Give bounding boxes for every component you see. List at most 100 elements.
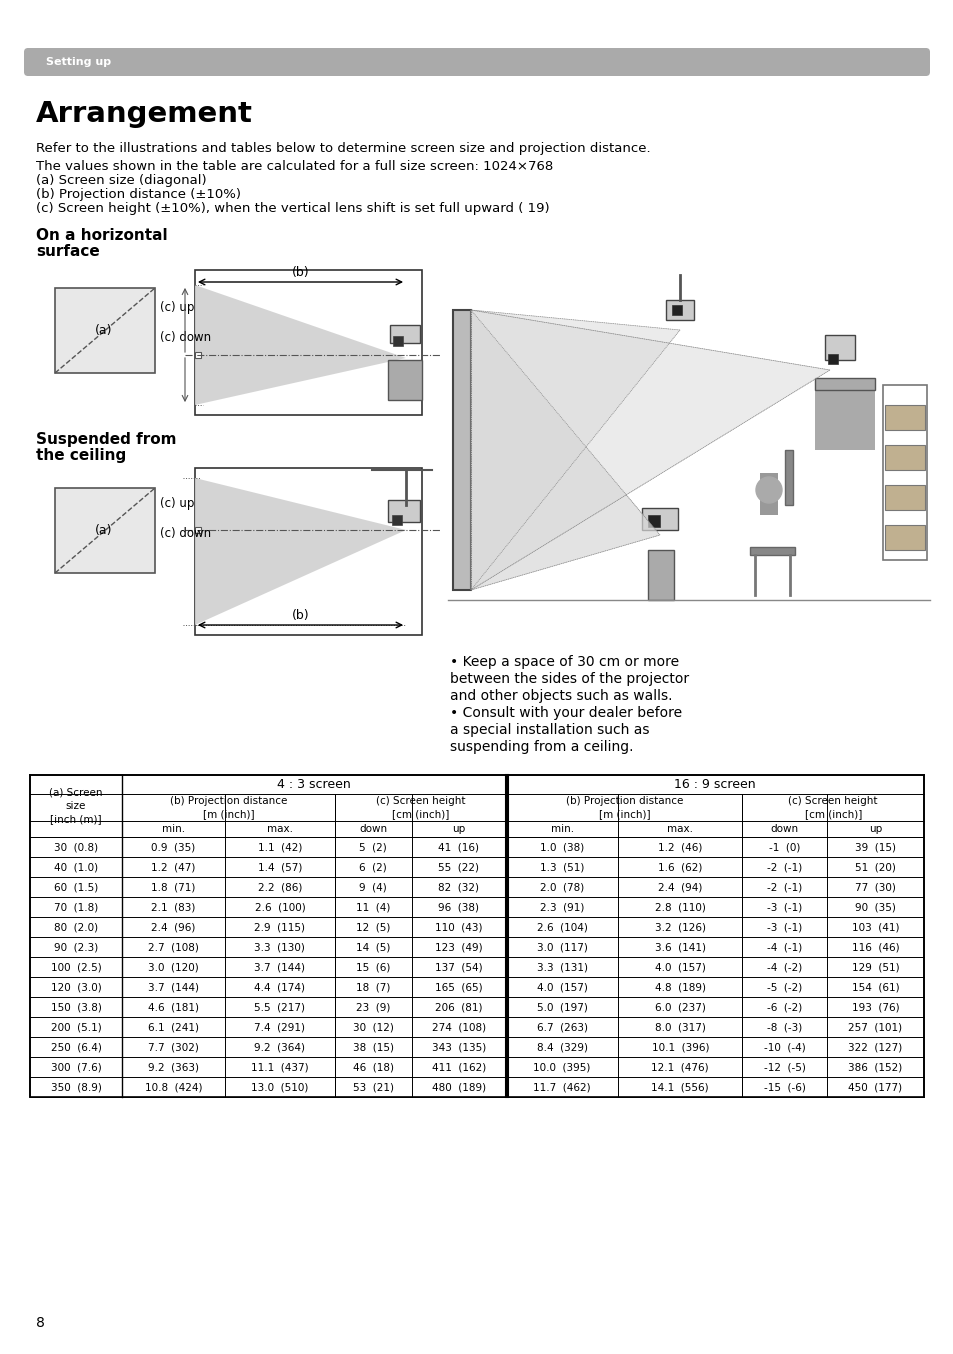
Text: 1.8  (71): 1.8 (71) [152,881,195,892]
Bar [194,468,421,635]
Text: surface: surface [36,244,100,259]
Text: down: down [770,825,798,834]
Text: 53  (21): 53 (21) [353,1082,394,1091]
Text: between the sides of the projector: between the sides of the projector [450,672,688,686]
Text: 3.3  (130): 3.3 (130) [254,942,305,952]
Text: 3.3  (131): 3.3 (131) [537,961,587,972]
Text: 6  (2): 6 (2) [359,862,387,872]
Text: 1.3  (51): 1.3 (51) [539,862,584,872]
Text: 15  (6): 15 (6) [355,961,390,972]
Text: 322  (127): 322 (127) [847,1043,902,1052]
Text: -3  (-1): -3 (-1) [766,902,801,913]
Bar [749,547,794,555]
Text: 7.7  (302): 7.7 (302) [148,1043,199,1052]
Text: up: up [868,825,882,834]
Text: 2.3  (91): 2.3 (91) [539,902,584,913]
Polygon shape [194,478,406,626]
Text: 1.1  (42): 1.1 (42) [257,842,302,852]
Text: 3.2  (126): 3.2 (126) [654,922,705,932]
Text: 51  (20): 51 (20) [854,862,895,872]
Text: The values shown in the table are calculated for a full size screen: 1024×768: The values shown in the table are calcul… [36,160,553,173]
Text: 4.4  (174): 4.4 (174) [254,982,305,992]
Text: 2.6  (100): 2.6 (100) [254,902,305,913]
Text: 350  (8.9): 350 (8.9) [51,1082,101,1091]
Bar [55,288,154,372]
Text: 116  (46): 116 (46) [851,942,899,952]
Bar [388,360,421,399]
Bar [30,774,923,1097]
Text: 12.1  (476): 12.1 (476) [651,1062,708,1072]
Text: 3.6  (141): 3.6 (141) [654,942,705,952]
Text: (b): (b) [292,609,309,621]
Text: • Consult with your dealer before: • Consult with your dealer before [450,705,681,720]
Text: 39  (15): 39 (15) [854,842,895,852]
Bar [453,310,471,590]
Text: 82  (32): 82 (32) [438,881,479,892]
Text: 8: 8 [36,1316,45,1330]
Text: 6.1  (241): 6.1 (241) [148,1022,199,1032]
Text: 10.0  (395): 10.0 (395) [533,1062,590,1072]
Text: -4  (-1): -4 (-1) [766,942,801,952]
Bar [671,305,681,315]
Text: 1.6  (62): 1.6 (62) [658,862,701,872]
Text: (a) Screen
size
[inch (m)]: (a) Screen size [inch (m)] [50,788,103,825]
Circle shape [755,477,781,502]
Text: suspending from a ceiling.: suspending from a ceiling. [450,741,633,754]
Text: 257  (101): 257 (101) [847,1022,902,1032]
Text: 55  (22): 55 (22) [438,862,479,872]
Bar [194,527,201,533]
Text: (a): (a) [95,324,112,337]
Text: 10.1  (396): 10.1 (396) [651,1043,708,1052]
Text: 4.6  (181): 4.6 (181) [148,1002,199,1011]
Text: a special installation such as: a special installation such as [450,723,649,737]
Bar [824,334,854,360]
Text: 13.0  (510): 13.0 (510) [251,1082,308,1091]
Text: 90  (35): 90 (35) [854,902,895,913]
Text: Arrangement: Arrangement [36,100,253,129]
Text: 30  (12): 30 (12) [353,1022,394,1032]
Text: 2.4  (96): 2.4 (96) [152,922,195,932]
Bar [194,352,201,357]
Bar [882,385,926,561]
Text: 18  (7): 18 (7) [355,982,390,992]
Text: 96  (38): 96 (38) [438,902,479,913]
Text: Setting up: Setting up [46,57,111,66]
Text: -3  (-1): -3 (-1) [766,922,801,932]
Text: 4 : 3 screen: 4 : 3 screen [277,779,351,791]
Bar [390,325,419,343]
Text: 2.1  (83): 2.1 (83) [152,902,195,913]
Text: 9.2  (363): 9.2 (363) [148,1062,199,1072]
Text: max.: max. [267,825,293,834]
Text: (b) Projection distance (±10%): (b) Projection distance (±10%) [36,188,241,200]
Text: (c) down: (c) down [160,332,211,344]
Text: 110  (43): 110 (43) [435,922,482,932]
Text: -8  (-3): -8 (-3) [766,1022,801,1032]
Text: 1.2  (46): 1.2 (46) [658,842,701,852]
Text: (b) Projection distance
[m (inch)]: (b) Projection distance [m (inch)] [170,796,287,819]
Text: 123  (49): 123 (49) [435,942,482,952]
Text: 80  (2.0): 80 (2.0) [54,922,98,932]
Text: 3.7  (144): 3.7 (144) [148,982,199,992]
Text: 300  (7.6): 300 (7.6) [51,1062,101,1072]
Text: 10.8  (424): 10.8 (424) [145,1082,202,1091]
Bar [194,269,421,414]
Text: 8.4  (329): 8.4 (329) [537,1043,587,1052]
Text: 386  (152): 386 (152) [847,1062,902,1072]
Text: Refer to the illustrations and tables below to determine screen size and project: Refer to the illustrations and tables be… [36,142,650,154]
Text: -2  (-1): -2 (-1) [766,862,801,872]
Text: 46  (18): 46 (18) [353,1062,394,1072]
Bar [884,525,924,550]
Text: 150  (3.8): 150 (3.8) [51,1002,101,1011]
Text: 38  (15): 38 (15) [353,1043,394,1052]
Text: (c) down: (c) down [160,527,211,539]
Bar [884,445,924,470]
Text: (a): (a) [95,524,112,538]
Text: 4.8  (189): 4.8 (189) [654,982,705,992]
Polygon shape [194,284,406,405]
Text: down: down [358,825,387,834]
Text: 2.7  (108): 2.7 (108) [148,942,199,952]
Text: 5  (2): 5 (2) [359,842,387,852]
Text: (a) Screen size (diagonal): (a) Screen size (diagonal) [36,175,207,187]
Text: 77  (30): 77 (30) [854,881,895,892]
Text: 14  (5): 14 (5) [355,942,390,952]
